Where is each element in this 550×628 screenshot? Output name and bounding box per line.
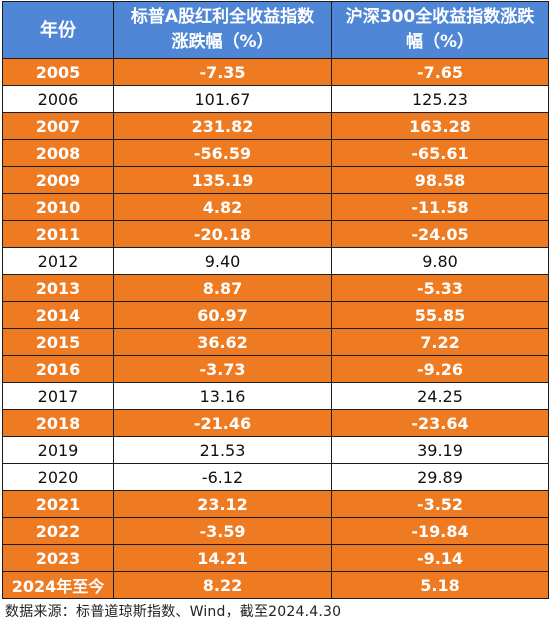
year-cell: 2018 [2,409,114,437]
table-row: 2009 135.19 98.58 [2,166,549,194]
hs300-return-cell: -23.64 [331,409,549,437]
table-row: 2020 -6.12 29.89 [2,463,549,491]
hs300-return-cell: 24.25 [331,382,549,410]
hs300-return-cell: 125.23 [331,85,549,113]
sp-return-cell: -20.18 [113,220,332,248]
hs300-return-cell: 98.58 [331,166,549,194]
sp-return-cell: 135.19 [113,166,332,194]
table-row: 2011 -20.18 -24.05 [2,220,549,248]
header-hs-line1: 沪深300全收益指数涨跌 [345,7,535,27]
year-cell: 2024年至今 [2,571,114,599]
header-sp-line1: 标普A股红利全收益指数 [130,7,315,27]
sp-return-cell: 4.82 [113,193,332,221]
table-row: 2008 -56.59 -65.61 [2,139,549,167]
header-hs300: 沪深300全收益指数涨跌 幅（%） [331,1,549,59]
hs300-return-cell: -5.33 [331,274,549,302]
year-cell: 2019 [2,436,114,464]
sp-return-cell: 14.21 [113,544,332,572]
hs300-return-cell: -9.26 [331,355,549,383]
sp-return-cell: -56.59 [113,139,332,167]
table-row: 2023 14.21 -9.14 [2,544,549,572]
table-row: 2021 23.12 -3.52 [2,490,549,518]
table-row: 2010 4.82 -11.58 [2,193,549,221]
table-row: 2013 8.87 -5.33 [2,274,549,302]
year-cell: 2013 [2,274,114,302]
year-cell: 2009 [2,166,114,194]
source-note: 数据来源：标普道琼斯指数、Wind，截至2024.4.30 [5,604,342,620]
hs300-return-cell: 7.22 [331,328,549,356]
year-cell: 2020 [2,463,114,491]
hs300-return-cell: -24.05 [331,220,549,248]
sp-return-cell: 13.16 [113,382,332,410]
sp-return-cell: -21.46 [113,409,332,437]
year-cell: 2012 [2,247,114,275]
table-row: 2014 60.97 55.85 [2,301,549,329]
hs300-return-cell: 55.85 [331,301,549,329]
hs300-return-cell: -3.52 [331,490,549,518]
year-cell: 2007 [2,112,114,140]
year-cell: 2023 [2,544,114,572]
table-row: 2017 13.16 24.25 [2,382,549,410]
table-row: 2015 36.62 7.22 [2,328,549,356]
table-row: 2016 -3.73 -9.26 [2,355,549,383]
table-row: 2007 231.82 163.28 [2,112,549,140]
year-cell: 2008 [2,139,114,167]
returns-table: 年份 标普A股红利全收益指数 涨跌幅（%） 沪深300全收益指数涨跌 幅（%） … [2,1,549,599]
year-cell: 2014 [2,301,114,329]
sp-return-cell: 8.22 [113,571,332,599]
sp-return-cell: 101.67 [113,85,332,113]
year-cell: 2017 [2,382,114,410]
hs300-return-cell: 9.80 [331,247,549,275]
table-row: 2012 9.40 9.80 [2,247,549,275]
sp-return-cell: 231.82 [113,112,332,140]
year-cell: 2021 [2,490,114,518]
sp-return-cell: 21.53 [113,436,332,464]
sp-return-cell: 60.97 [113,301,332,329]
sp-return-cell: 23.12 [113,490,332,518]
hs300-return-cell: -19.84 [331,517,549,545]
sp-return-cell: -6.12 [113,463,332,491]
sp-return-cell: -7.35 [113,58,332,86]
hs300-return-cell: 5.18 [331,571,549,599]
hs300-return-cell: 39.19 [331,436,549,464]
table-header-row: 年份 标普A股红利全收益指数 涨跌幅（%） 沪深300全收益指数涨跌 幅（%） [2,1,549,59]
year-cell: 2006 [2,85,114,113]
sp-return-cell: -3.73 [113,355,332,383]
hs300-return-cell: -7.65 [331,58,549,86]
table-row: 2019 21.53 39.19 [2,436,549,464]
table-row: 2006 101.67 125.23 [2,85,549,113]
table-row: 2005 -7.35 -7.65 [2,58,549,86]
table-row: 2024年至今 8.22 5.18 [2,571,549,599]
header-year: 年份 [2,1,114,59]
hs300-return-cell: 163.28 [331,112,549,140]
hs300-return-cell: -65.61 [331,139,549,167]
year-cell: 2010 [2,193,114,221]
header-sp-line2: 涨跌幅（%） [171,32,274,52]
header-sp-dividend: 标普A股红利全收益指数 涨跌幅（%） [113,1,332,59]
hs300-return-cell: -9.14 [331,544,549,572]
year-cell: 2022 [2,517,114,545]
sp-return-cell: 8.87 [113,274,332,302]
year-cell: 2011 [2,220,114,248]
hs300-return-cell: -11.58 [331,193,549,221]
sp-return-cell: 9.40 [113,247,332,275]
table-row: 2018 -21.46 -23.64 [2,409,549,437]
sp-return-cell: -3.59 [113,517,332,545]
hs300-return-cell: 29.89 [331,463,549,491]
table-row: 2022 -3.59 -19.84 [2,517,549,545]
year-cell: 2005 [2,58,114,86]
sp-return-cell: 36.62 [113,328,332,356]
year-cell: 2016 [2,355,114,383]
header-hs-line2: 幅（%） [405,32,475,52]
year-cell: 2015 [2,328,114,356]
